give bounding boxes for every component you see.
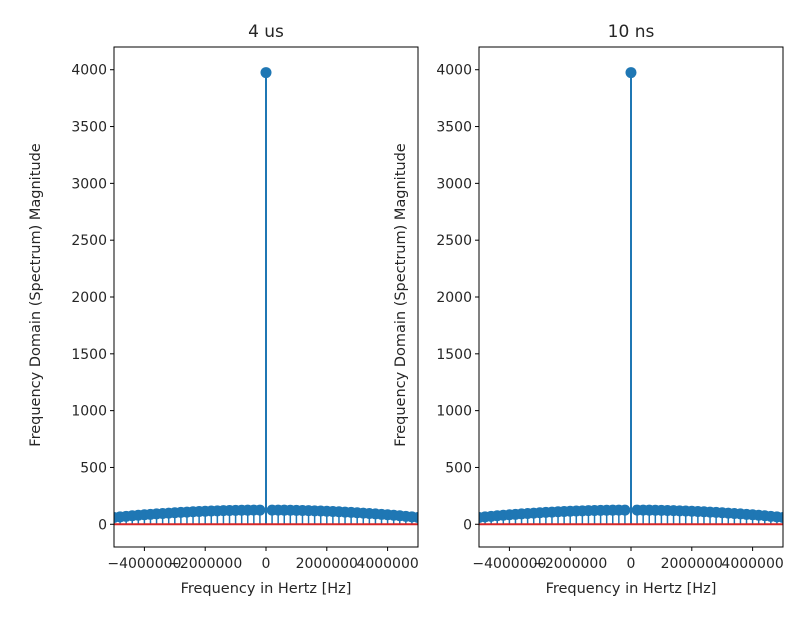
chart-panel-1: 0 500 1000 1500 2000 2500 3000 3500 4000 −4000000… [28, 22, 419, 597]
x-tick-label: 2000000 [661, 556, 723, 572]
x-tick-label: 2000000 [296, 556, 358, 572]
y-tick-label: 1000 [436, 404, 472, 420]
x-tick-label: −2000000 [533, 556, 607, 572]
y-tick-label: 4000 [71, 63, 107, 79]
y-axis-label: Frequency Domain (Spectrum) Magnitude [393, 143, 409, 446]
stem-marker [412, 511, 418, 523]
peak-stem-marker [625, 67, 637, 79]
y-axis-label: Frequency Domain (Spectrum) Magnitude [28, 143, 44, 446]
y-tick-label: 4000 [436, 63, 472, 79]
x-tick-label: −4000000 [107, 556, 181, 572]
y-tick-label: 500 [445, 460, 472, 476]
x-axis-label: Frequency in Hertz [Hz] [181, 581, 352, 597]
y-tick-label: 0 [98, 517, 107, 533]
stem-marker [619, 504, 631, 516]
x-tick-label: 0 [627, 556, 636, 572]
x-axis-label: Frequency in Hertz [Hz] [546, 581, 717, 597]
x-tick-label: −4000000 [472, 556, 546, 572]
y-tick-label: 1500 [71, 347, 107, 363]
stem-marker [254, 504, 266, 516]
plot-area [479, 67, 783, 526]
y-tick-label: 3000 [71, 176, 107, 192]
y-tick-label: 500 [80, 460, 107, 476]
y-tick-label: 2500 [436, 233, 472, 249]
y-tick-label: 2000 [71, 290, 107, 306]
x-tick-label: 0 [262, 556, 271, 572]
y-tick-label: 2500 [71, 233, 107, 249]
plot-area [114, 67, 418, 526]
chart-title: 4 us [248, 22, 284, 42]
y-tick-label: 1000 [71, 404, 107, 420]
x-tick-label: 4000000 [721, 556, 783, 572]
y-tick-label: 2000 [436, 290, 472, 306]
x-tick-label: 4000000 [356, 556, 418, 572]
stem-marker [777, 511, 783, 523]
chart-title: 10 ns [608, 22, 655, 42]
chart-panel-2: 0 500 1000 1500 2000 2500 3000 3500 4000 −4000000… [393, 22, 784, 597]
y-tick-label: 1500 [436, 347, 472, 363]
peak-stem-marker [260, 67, 272, 79]
x-tick-label: −2000000 [168, 556, 242, 572]
y-tick-label: 0 [463, 517, 472, 533]
y-tick-label: 3500 [71, 120, 107, 136]
y-tick-label: 3000 [436, 176, 472, 192]
y-tick-label: 3500 [436, 120, 472, 136]
